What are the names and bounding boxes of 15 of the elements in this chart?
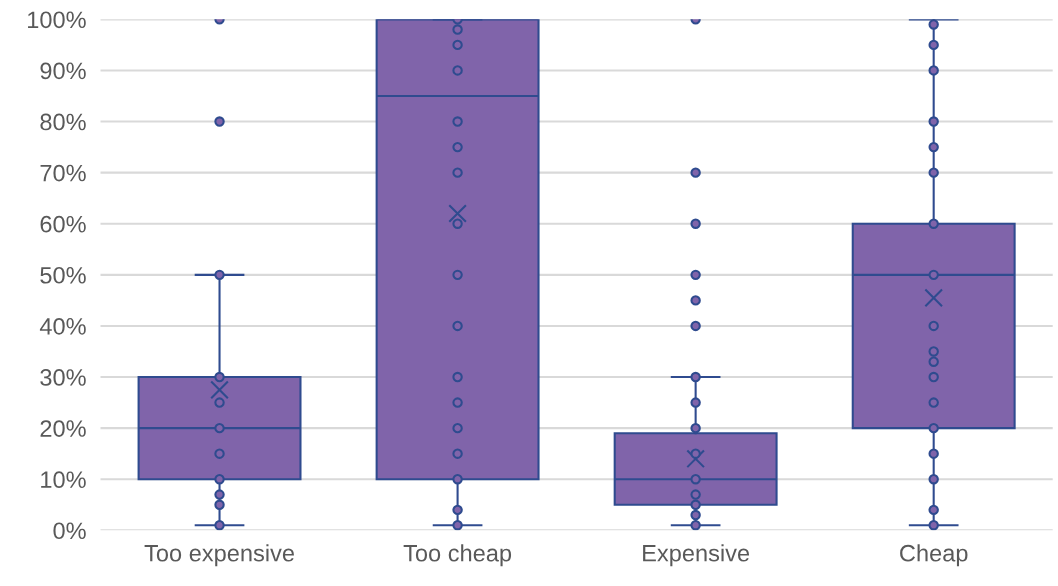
x-tick-label: Expensive [643,544,750,567]
y-tick-label: 60% [40,215,86,233]
y-tick-label: 70% [40,164,86,182]
y-tick-label: 30% [40,369,86,386]
x-tick-label: Cheap [900,544,968,567]
y-tick-label: 0% [53,522,86,540]
y-tick-label: 20% [40,420,86,437]
x-tick-label: Too expensive [144,544,294,567]
x-tick-label: Too cheap [403,544,512,567]
y-tick-label: 50% [40,266,86,284]
y-tick-label: 40% [39,318,86,335]
y-tick-label: 100% [28,11,86,29]
y-tick-label: 90% [40,62,86,80]
y-tick-label: 10% [41,471,86,489]
y-tick-label: 80% [40,113,86,131]
